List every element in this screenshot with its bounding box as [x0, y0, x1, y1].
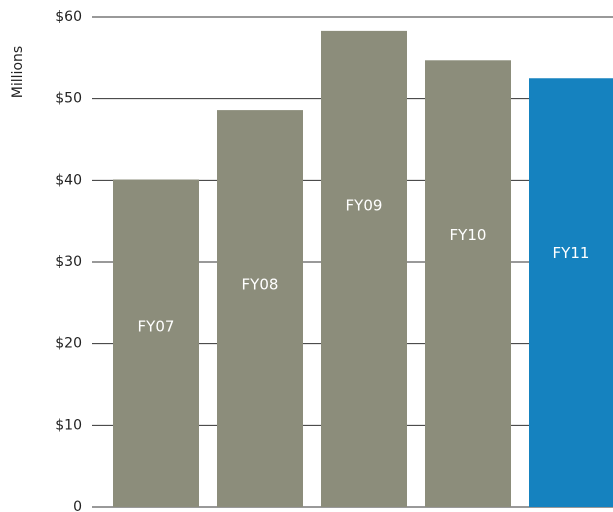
- y-tick-label: $40: [55, 172, 82, 188]
- y-tick-label: $10: [55, 417, 82, 433]
- bar-category-label: FY09: [346, 196, 383, 214]
- bar: [113, 179, 199, 507]
- bar-category-label: FY11: [553, 244, 590, 262]
- bar: [321, 30, 407, 508]
- bar: [425, 60, 511, 508]
- y-tick-label: $50: [55, 91, 82, 107]
- bar: [217, 110, 303, 507]
- bar-category-label: FY08: [242, 276, 279, 294]
- y-tick-label: 0: [73, 499, 82, 512]
- y-tick-label: $20: [55, 336, 82, 352]
- y-axis-label: Millions: [10, 46, 26, 98]
- bar-category-label: FY10: [450, 226, 487, 244]
- bar-category-label: FY07: [138, 317, 175, 335]
- y-tick-label: $30: [55, 254, 82, 270]
- y-tick-label: $60: [55, 9, 82, 25]
- bar: [529, 78, 613, 507]
